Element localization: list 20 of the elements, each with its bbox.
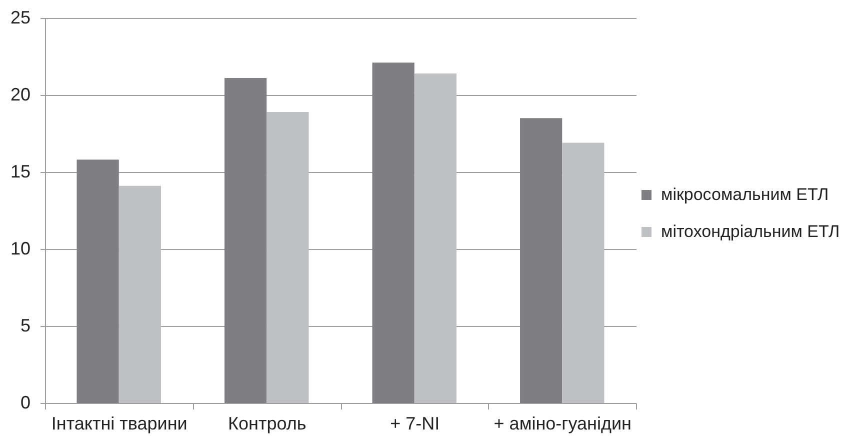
y-tick-label: 0 xyxy=(20,392,30,412)
bar xyxy=(562,142,604,403)
bar xyxy=(414,73,456,403)
y-tick-label: 15 xyxy=(10,162,30,182)
x-tick-label: Інтактні тварини xyxy=(51,414,188,434)
bar xyxy=(266,112,309,403)
y-tick-label: 5 xyxy=(20,316,30,336)
y-tick-label: 20 xyxy=(10,84,30,104)
x-tick-label: + 7-NI xyxy=(390,414,440,434)
bar xyxy=(224,78,267,403)
bar xyxy=(76,160,119,403)
bar xyxy=(520,118,562,403)
y-tick-label: 10 xyxy=(10,238,30,258)
bar xyxy=(372,62,414,403)
y-tick-label: 25 xyxy=(10,8,30,28)
legend-label: мітохондріальним ЕТЛ xyxy=(661,222,840,241)
x-tick-label: Контроль xyxy=(228,414,306,434)
legend-label: мікросомальним ЕТЛ xyxy=(661,185,829,204)
bar xyxy=(118,186,161,403)
x-tick-label: + аміно-гуанідин xyxy=(494,414,632,434)
